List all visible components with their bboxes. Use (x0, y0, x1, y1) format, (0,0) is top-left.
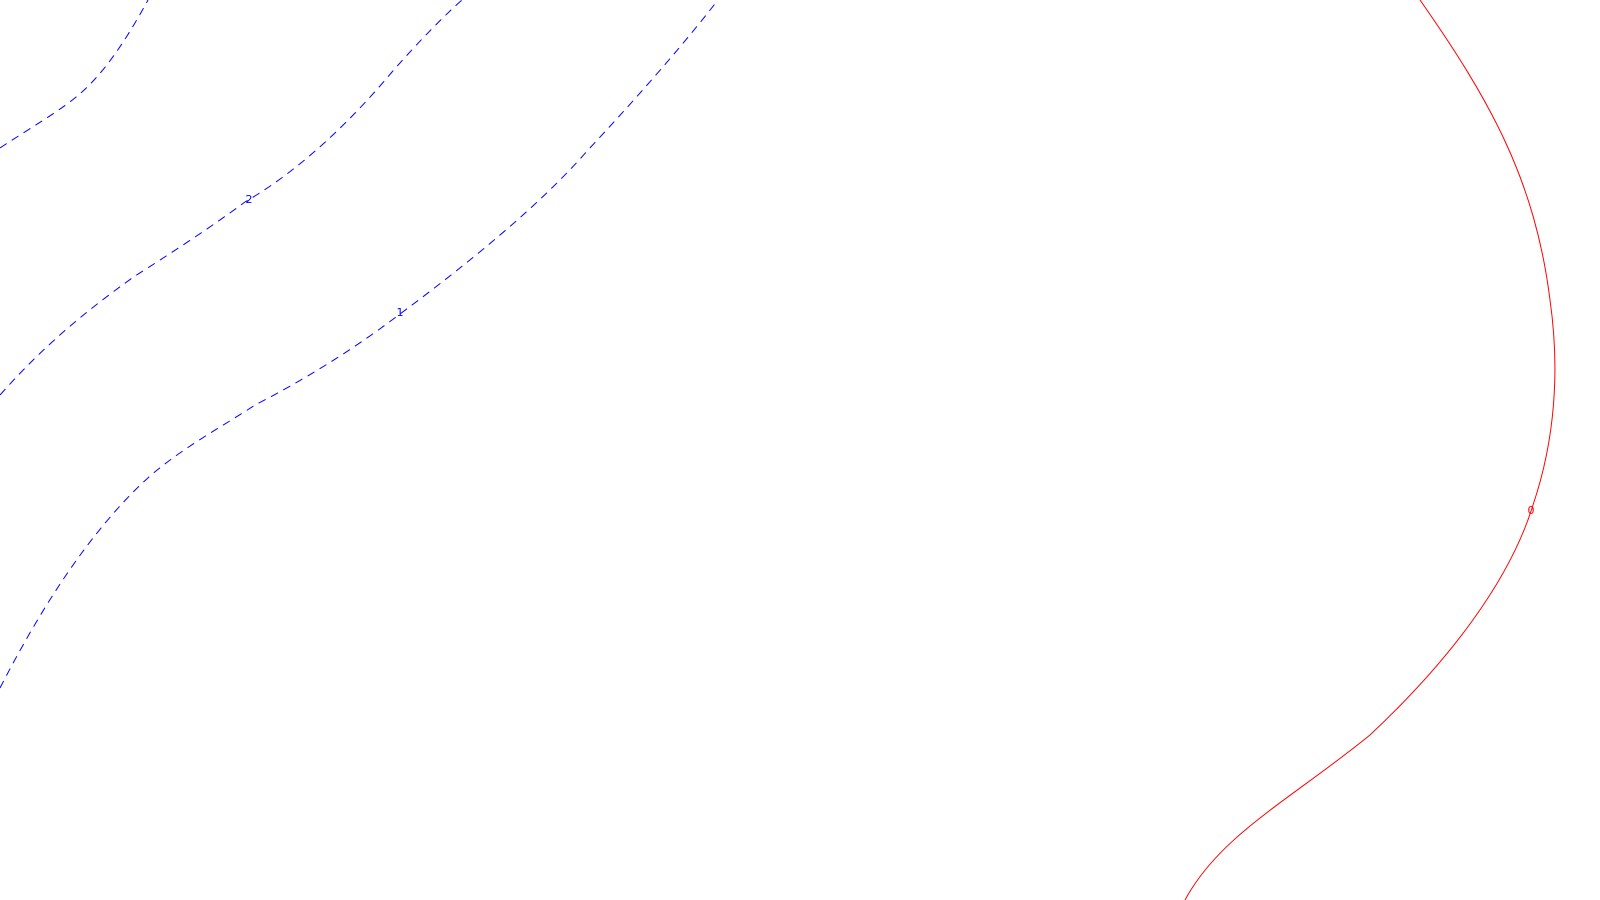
contour-label-1: 1 (397, 306, 404, 319)
contour-line-level-2 (0, 0, 463, 396)
contour-line-level-1 (0, 0, 719, 689)
contour-label-2: 2 (246, 193, 253, 206)
contour-line-level-2-partial (0, 0, 149, 149)
contour-label-0: 0 (1528, 504, 1535, 517)
contour-line-level-0 (1184, 0, 1556, 900)
